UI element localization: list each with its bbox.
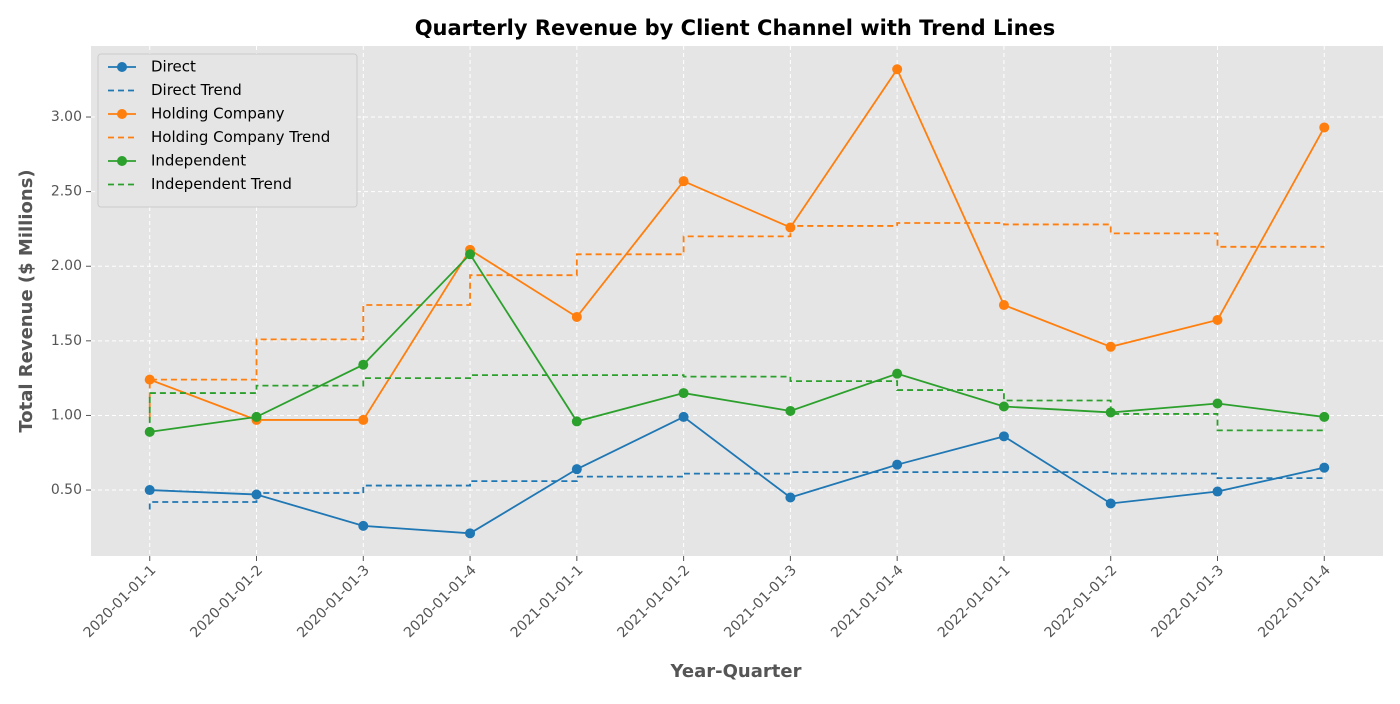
data-point: [1105, 407, 1116, 418]
data-point: [1319, 462, 1330, 473]
data-point: [892, 368, 903, 379]
data-point: [1319, 122, 1330, 133]
data-point: [571, 464, 582, 475]
x-tick-label: 2022-01-01-3: [1148, 562, 1227, 641]
legend-label: Holding Company Trend: [151, 128, 330, 146]
legend-label: Direct Trend: [151, 81, 242, 99]
data-point: [358, 414, 369, 425]
data-point: [144, 426, 155, 437]
legend-label: Independent: [151, 152, 246, 170]
data-point: [1105, 498, 1116, 509]
legend-marker: [117, 109, 127, 119]
data-point: [1105, 341, 1116, 352]
legend-marker: [117, 62, 127, 72]
y-tick-label: 2.50: [51, 184, 82, 200]
x-tick-label: 2020-01-01-2: [187, 562, 266, 641]
x-tick-label: 2020-01-01-4: [401, 562, 480, 641]
y-tick-label: 1.50: [51, 333, 82, 349]
series-line: [149, 252, 1325, 433]
x-tick-label: 2021-01-01-4: [828, 562, 907, 641]
data-point: [251, 411, 262, 422]
data-point: [144, 374, 155, 385]
y-tick-label: 2.00: [51, 258, 82, 274]
chart-title: Quarterly Revenue by Client Channel with…: [415, 16, 1056, 40]
data-point: [1212, 314, 1223, 325]
data-point: [465, 528, 476, 539]
legend-label: Direct: [151, 58, 196, 76]
data-point: [678, 411, 689, 422]
legend-box: [97, 53, 358, 208]
data-point: [678, 388, 689, 399]
data-point: [1319, 411, 1330, 422]
data-point: [1212, 398, 1223, 409]
data-point: [571, 311, 582, 322]
x-tick-label: 2022-01-01-2: [1042, 562, 1121, 641]
x-tick-label: 2021-01-01-1: [508, 562, 587, 641]
y-axis-label: Total Revenue ($ Millions): [16, 169, 37, 432]
y-tick-label: 1.00: [51, 407, 82, 423]
series-line: [148, 374, 1325, 432]
data-point: [678, 176, 689, 187]
data-point: [892, 64, 903, 75]
x-tick-label: 2021-01-01-3: [721, 562, 800, 641]
data-point: [358, 520, 369, 531]
x-tick-label: 2021-01-01-2: [615, 562, 694, 641]
data-point: [144, 485, 155, 496]
x-tick-label: 2022-01-01-1: [935, 562, 1014, 641]
data-point: [998, 401, 1009, 412]
data-point: [571, 416, 582, 427]
series-line: [148, 222, 1325, 419]
legend-label: Holding Company: [151, 105, 285, 123]
y-tick-label: 3.00: [51, 109, 82, 125]
data-point: [358, 359, 369, 370]
series-line: [149, 67, 1326, 421]
series-line: [149, 415, 1325, 535]
data-point: [1212, 486, 1223, 497]
data-point: [465, 249, 476, 260]
data-point: [785, 405, 796, 416]
x-tick-label: 2020-01-01-3: [294, 562, 373, 641]
x-axis-label: Year-Quarter: [670, 661, 802, 682]
data-point: [998, 300, 1009, 311]
x-tick-label: 2022-01-01-4: [1255, 562, 1334, 641]
legend-marker: [117, 156, 127, 166]
x-tick-label: 2020-01-01-1: [81, 562, 160, 641]
data-point: [892, 459, 903, 470]
data-point: [998, 431, 1009, 442]
y-tick-label: 0.50: [51, 482, 82, 498]
data-point: [785, 492, 796, 503]
legend-label: Independent Trend: [151, 175, 292, 193]
